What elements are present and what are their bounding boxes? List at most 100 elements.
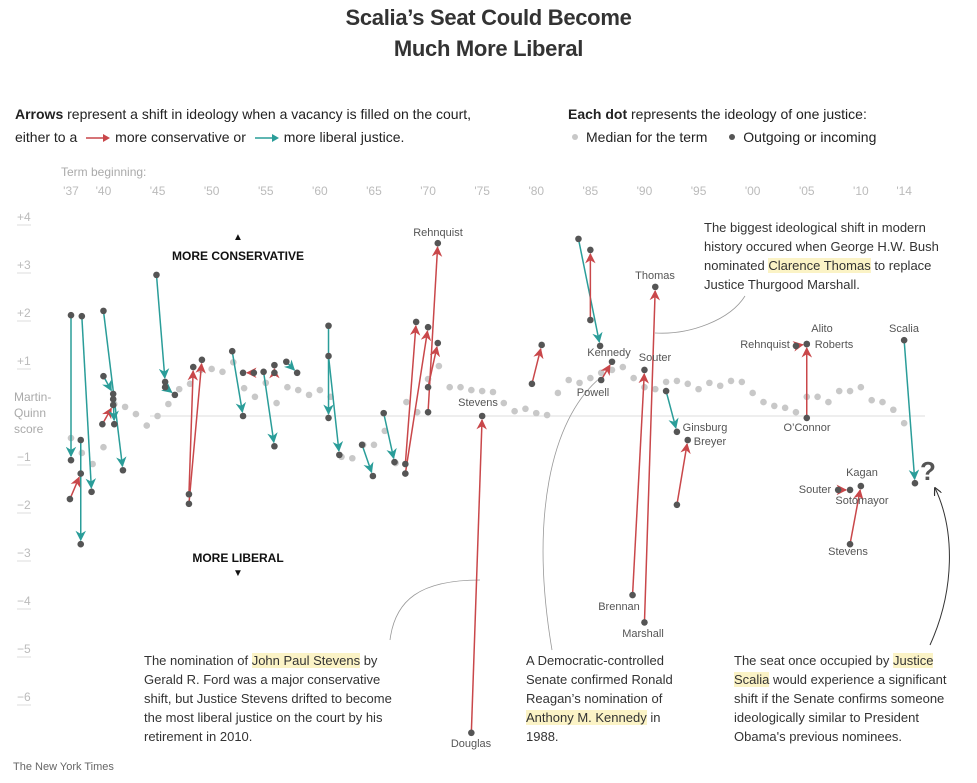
incoming-justice-dot (67, 456, 75, 464)
median-dot (727, 377, 735, 385)
justice-dot-icon (729, 134, 736, 141)
outgoing-justice-dot (66, 495, 74, 503)
incoming-justice-dot (109, 401, 117, 409)
x-tick-label: '40 (96, 184, 112, 198)
incoming-justice-dot (803, 340, 811, 348)
label-sotomayor: Sotomayor (835, 495, 889, 507)
legend-either: either to a (15, 129, 78, 145)
incoming-justice-dot (391, 458, 398, 466)
legend-conservative: more conservative or (115, 129, 246, 145)
outgoing-justice-dot (424, 408, 432, 416)
median-dot (565, 376, 573, 384)
annotation-text: The biggest ideological shift in modern … (704, 220, 939, 273)
incoming-justice-dot (651, 283, 659, 291)
incoming-justice-dot (77, 540, 85, 548)
median-dot (468, 386, 475, 394)
x-tick-label: '75 (474, 184, 490, 198)
kennedy-callout-line (542, 377, 601, 651)
outgoing-justice-dot (424, 383, 432, 391)
annotation-text: The nomination of (144, 653, 252, 668)
incoming-justice-dot (846, 486, 854, 494)
legend-median: Median for the term (586, 129, 708, 145)
outgoing-justice-dot (528, 380, 536, 388)
annotation-scalia: The seat once occupied by Justice Scalia… (734, 651, 964, 746)
dot-legend: Each dot represents the ideology of one … (568, 103, 876, 149)
incoming-justice-dot (587, 246, 594, 254)
label-kennedy: Kennedy (587, 347, 631, 359)
median-dot (619, 363, 627, 371)
conservative-shift-arrow (849, 488, 864, 545)
outgoing-justice-dot (185, 490, 193, 498)
outgoing-justice-dot (325, 352, 332, 360)
median-dot (522, 405, 529, 413)
median-dot (760, 398, 767, 406)
conservative-shift-arrow (404, 330, 432, 474)
incoming-justice-dot (478, 412, 486, 420)
incoming-justice-dot (119, 466, 127, 474)
median-dot (186, 380, 194, 388)
median-dot (835, 387, 843, 395)
label-thomas: Thomas (635, 270, 675, 282)
label-douglas: Douglas (450, 738, 492, 750)
outgoing-justice-dot (325, 322, 332, 330)
outgoing-justice-dot (260, 368, 267, 376)
outgoing-justice-dot (78, 312, 86, 320)
label-souter-2009: Souter (798, 484, 832, 496)
median-dot (403, 398, 410, 406)
conservative-shift-arrow (470, 418, 487, 733)
incoming-justice-dot (412, 318, 420, 326)
outgoing-justice-dot (846, 540, 854, 548)
incoming-justice-dot (424, 323, 432, 331)
median-dot (284, 383, 291, 391)
outgoing-justice-dot (629, 591, 636, 599)
outgoing-justice-dot (792, 342, 800, 350)
teal-arrow-icon (254, 134, 279, 143)
title-line-2: Much More Liberal (393, 36, 584, 61)
median-dot (89, 460, 96, 468)
x-tick-label: '10 (853, 184, 869, 198)
median-dot (749, 389, 756, 397)
incoming-justice-dot (684, 436, 692, 444)
conservative-shift-arrow (631, 372, 649, 596)
median-dot (240, 384, 248, 392)
y-tick-label: +4 (17, 210, 31, 224)
incoming-justice-dot (857, 482, 865, 490)
stevens-callout-line (389, 579, 481, 641)
y-tick-label: +2 (17, 306, 31, 320)
x-tick-label: '55 (258, 184, 274, 198)
up-triangle-icon: ▲ (233, 232, 243, 243)
median-dot (587, 374, 594, 382)
median-dot (532, 409, 540, 417)
scalia-callout-arrow (929, 488, 950, 646)
median-dot (511, 407, 518, 415)
outgoing-justice-dot (283, 358, 290, 366)
y-tick-label: +1 (17, 354, 31, 368)
conservative-shift-arrow (676, 442, 691, 505)
label-rehnquist-1971: Rehnquist (413, 227, 463, 239)
median-dot (879, 398, 886, 406)
liberal-shift-arrow (262, 371, 278, 444)
incoming-justice-dot (109, 390, 117, 398)
median-dot (576, 379, 583, 387)
annotation-text: in 1988. (526, 710, 661, 744)
liberal-shift-arrow (903, 340, 920, 481)
legend-dots-bold: Each dot (568, 106, 628, 122)
more-conservative-label: MORE CONSERVATIVE (171, 249, 305, 263)
median-dot (165, 400, 172, 408)
median-dot (662, 378, 670, 386)
incoming-justice-dot (189, 363, 197, 371)
outgoing-justice-dot (402, 470, 409, 477)
median-dot (370, 441, 378, 449)
incoming-justice-dot (88, 488, 95, 496)
median-dot (316, 386, 324, 394)
label-oconnor: O’Connor (783, 422, 831, 434)
liberal-shift-arrow (102, 310, 127, 468)
median-dot (814, 393, 821, 401)
annotation-text: by Gerald R. Ford was a major conservati… (144, 653, 392, 744)
x-tick-label: '45 (150, 184, 166, 198)
median-dot (273, 399, 280, 407)
outgoing-justice-dot (185, 500, 193, 508)
median-dot (554, 389, 562, 397)
median-dot (706, 379, 713, 387)
